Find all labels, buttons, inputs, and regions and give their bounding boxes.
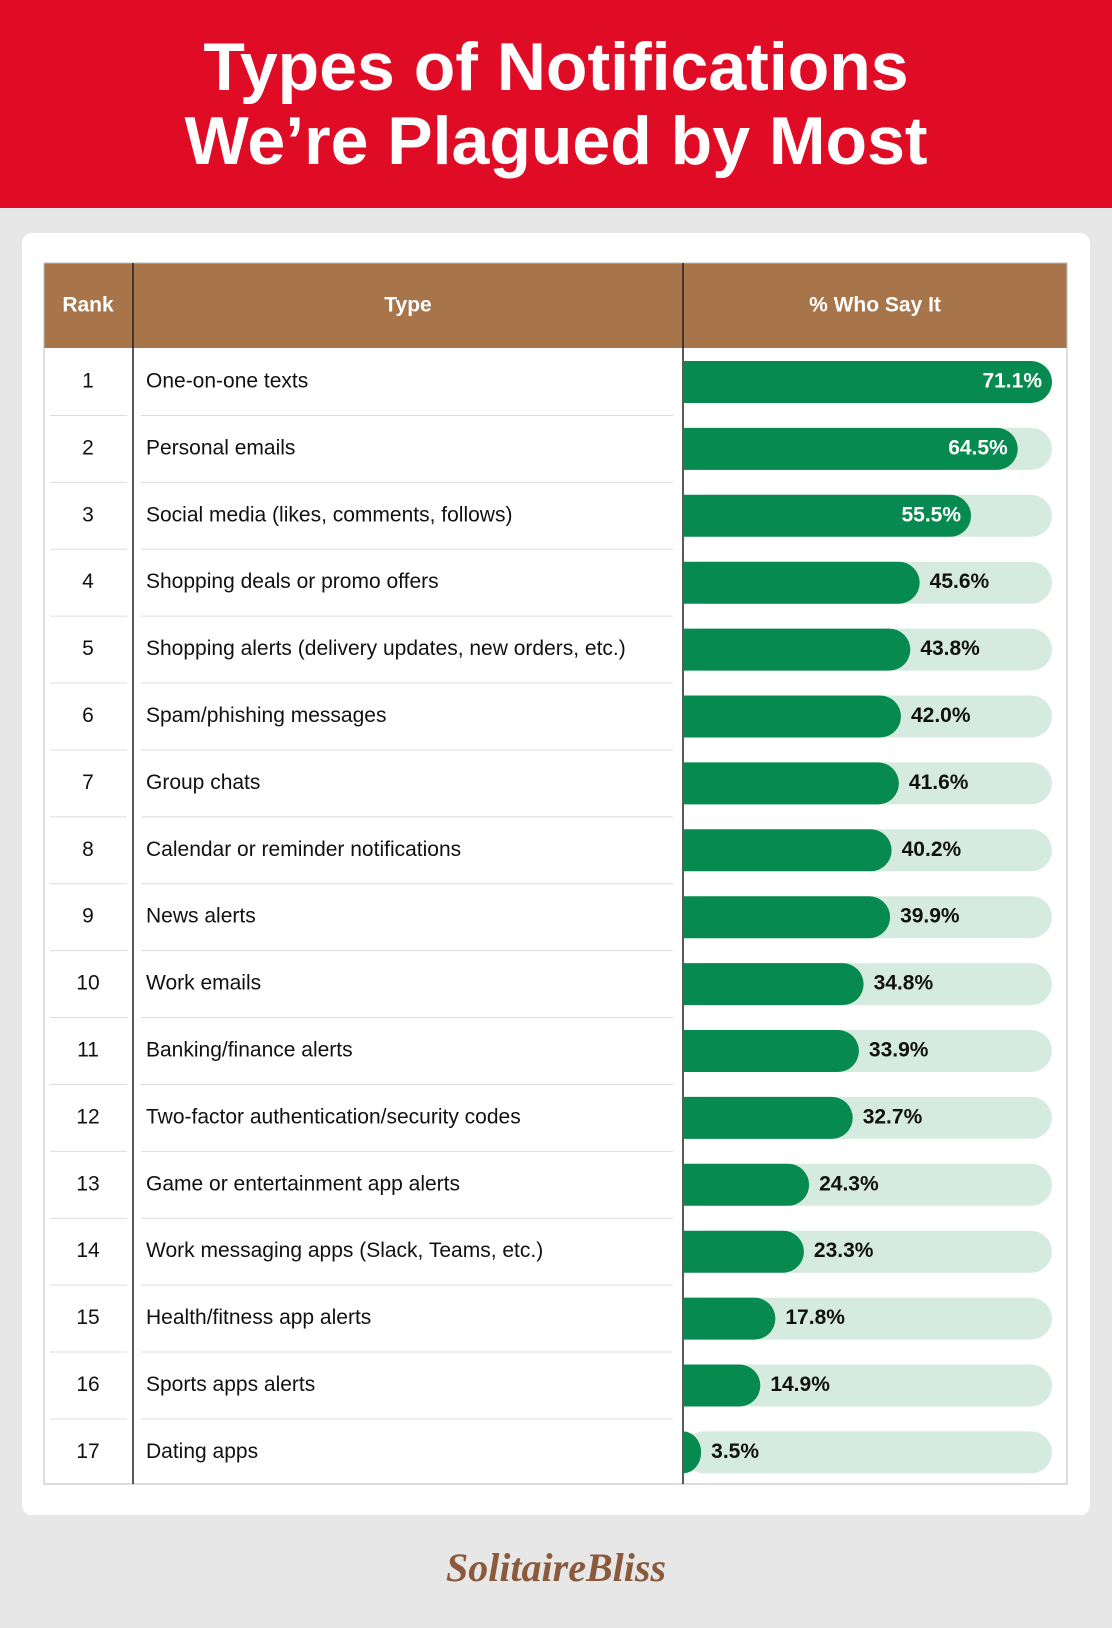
type-label: Work messaging apps (Slack, Teams, etc.) xyxy=(146,1239,543,1262)
value-label: 43.8% xyxy=(920,637,980,660)
value-label: 33.9% xyxy=(869,1039,929,1062)
rank: 17 xyxy=(76,1440,99,1463)
rank: 16 xyxy=(76,1373,99,1396)
table-border xyxy=(43,262,1068,1485)
bar xyxy=(683,427,1018,470)
type-label: Sports apps alerts xyxy=(146,1373,315,1396)
bar-track xyxy=(683,1431,1052,1474)
header-band xyxy=(0,0,1112,208)
bar-track xyxy=(683,1364,1052,1407)
type-label: Banking/finance alerts xyxy=(146,1039,353,1062)
rank: 3 xyxy=(82,503,94,526)
bar-track xyxy=(683,1297,1052,1340)
rank: 1 xyxy=(82,370,94,393)
rank: 2 xyxy=(82,436,94,459)
bar xyxy=(683,1364,761,1407)
value-label: 40.2% xyxy=(902,838,962,861)
type-label: Personal emails xyxy=(146,436,295,459)
value-label: 3.5% xyxy=(711,1440,759,1463)
type-label: News alerts xyxy=(146,905,256,928)
bar xyxy=(683,1297,776,1340)
value-label: 42.0% xyxy=(911,704,971,727)
rank: 14 xyxy=(76,1239,100,1262)
bar xyxy=(683,963,864,1006)
bar xyxy=(683,1230,804,1273)
value-label: 34.8% xyxy=(874,972,934,995)
table-header xyxy=(44,263,1067,348)
bar xyxy=(683,1431,702,1474)
type-label: Shopping deals or promo offers xyxy=(146,570,439,593)
value-label: 64.5% xyxy=(948,436,1008,459)
brand-logo: SolitaireBliss xyxy=(446,1545,666,1590)
type-label: Dating apps xyxy=(146,1440,258,1463)
value-label: 23.3% xyxy=(814,1239,874,1262)
bar xyxy=(683,361,1052,403)
bar xyxy=(683,494,972,537)
column-header: Rank xyxy=(62,294,114,317)
rank: 10 xyxy=(76,972,99,995)
bar xyxy=(683,1096,853,1139)
value-label: 17.8% xyxy=(785,1306,845,1329)
type-label: Two-factor authentication/security codes xyxy=(146,1105,521,1128)
value-label: 24.3% xyxy=(819,1172,879,1195)
rank: 7 xyxy=(82,771,94,794)
type-label: Calendar or reminder notifications xyxy=(146,838,461,861)
type-label: One-on-one texts xyxy=(146,370,308,393)
rank: 4 xyxy=(82,570,94,593)
value-label: 45.6% xyxy=(930,570,990,593)
title-line: Types of Notifications xyxy=(203,29,908,105)
rank: 5 xyxy=(82,637,94,660)
rank: 12 xyxy=(76,1105,99,1128)
title-line: We’re Plagued by Most xyxy=(184,103,927,179)
bar xyxy=(683,896,891,939)
type-label: Spam/phishing messages xyxy=(146,704,386,727)
value-label: 39.9% xyxy=(900,905,960,928)
column-header: % Who Say It xyxy=(809,294,941,317)
bar xyxy=(683,1163,810,1206)
type-label: Social media (likes, comments, follows) xyxy=(146,503,512,526)
type-label: Shopping alerts (delivery updates, new o… xyxy=(146,637,626,660)
rank: 8 xyxy=(82,838,94,861)
bar xyxy=(683,1030,859,1072)
rank: 11 xyxy=(77,1039,99,1062)
type-label: Work emails xyxy=(146,972,261,995)
value-label: 71.1% xyxy=(982,370,1042,393)
value-label: 32.7% xyxy=(863,1105,923,1128)
rank: 13 xyxy=(76,1172,99,1195)
type-label: Group chats xyxy=(146,771,260,794)
type-label: Game or entertainment app alerts xyxy=(146,1172,460,1195)
value-label: 14.9% xyxy=(770,1373,830,1396)
bar xyxy=(683,829,892,872)
type-label: Health/fitness app alerts xyxy=(146,1306,371,1329)
bar xyxy=(683,695,901,738)
rank: 9 xyxy=(82,905,94,928)
bar xyxy=(683,561,920,604)
rank: 15 xyxy=(76,1306,99,1329)
bar xyxy=(683,628,911,671)
rank: 6 xyxy=(82,704,94,727)
value-label: 41.6% xyxy=(909,771,969,794)
column-header: Type xyxy=(384,294,431,317)
bar xyxy=(683,762,899,805)
value-label: 55.5% xyxy=(901,503,961,526)
